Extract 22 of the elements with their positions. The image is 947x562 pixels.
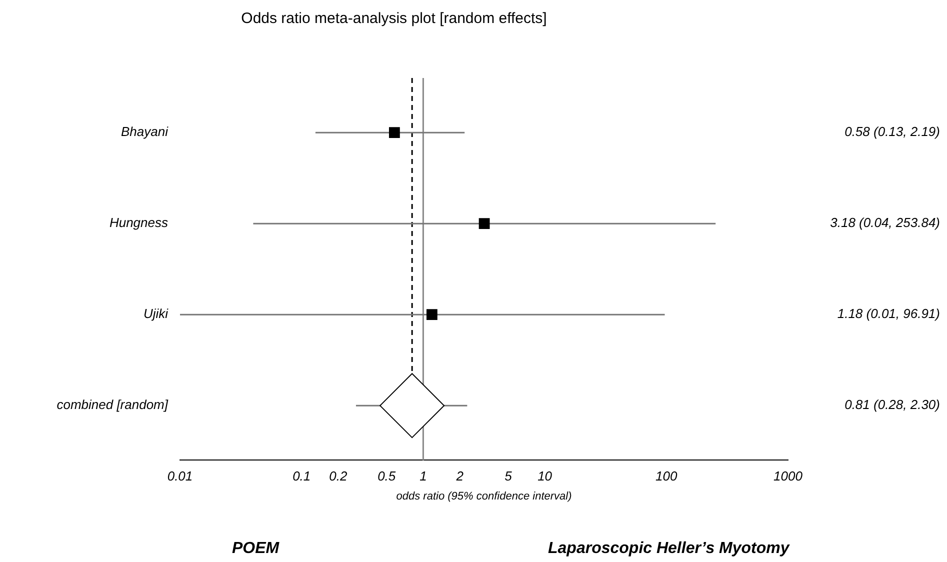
x-tick-label: 0.01 <box>167 468 193 484</box>
x-tick-label: 100 <box>656 468 678 484</box>
x-tick-label: 0.2 <box>329 468 348 484</box>
y-tick-label: Hungness <box>109 215 168 230</box>
x-tick-label: 1000 <box>774 468 804 484</box>
y-tick-label: Ujiki <box>143 306 170 322</box>
chart-title: Odds ratio meta-analysis plot [random effects] <box>241 10 547 28</box>
text: 1.18 (0.01, 96.91) <box>837 306 940 322</box>
x-tick-label: 10 <box>538 468 553 484</box>
y-tick-label: combined [random] <box>56 397 168 412</box>
x-tick-label: 0.5 <box>378 468 396 484</box>
text: 0.58 (0.13, 2.19) <box>844 124 940 140</box>
text: 3.18 (0.04, 253.84) <box>830 215 940 230</box>
x-axis-title: odds ratio (95% confidence interval) <box>396 490 572 502</box>
text: POEM <box>232 540 280 557</box>
x-tick-label: 0.1 <box>292 468 311 484</box>
text: 0.81 (0.28, 2.30) <box>844 397 940 412</box>
y-tick-label: Bhayani <box>121 124 170 140</box>
x-tick-label: 5 <box>504 468 513 484</box>
x-tick-label: 2 <box>455 468 464 484</box>
text: Laparoscopic Heller’s Myotomy <box>548 540 790 557</box>
x-tick-label: 1 <box>420 468 427 484</box>
